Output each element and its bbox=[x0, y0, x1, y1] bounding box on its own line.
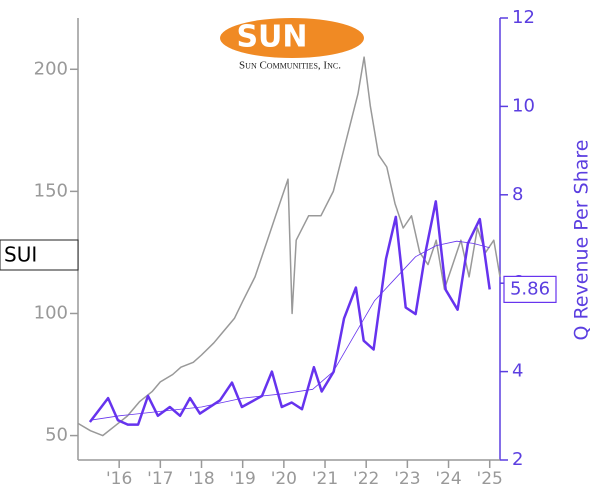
x-tick-label: '21 bbox=[312, 469, 338, 489]
series-line bbox=[90, 240, 490, 421]
series-line bbox=[88, 200, 491, 426]
x-tick-label: '16 bbox=[106, 469, 132, 489]
logo-name: SUN bbox=[236, 20, 307, 55]
x-tick-label: '23 bbox=[394, 469, 420, 489]
y2-tick-label: 10 bbox=[512, 95, 535, 116]
y-tick-label: 150 bbox=[34, 180, 68, 201]
ticker-box bbox=[0, 239, 79, 271]
y2-tick-label: 12 bbox=[512, 7, 535, 28]
x-tick-label: '25 bbox=[477, 469, 503, 489]
y2-axis-label: Q Revenue Per Share bbox=[571, 140, 593, 341]
y2-tick-label: 8 bbox=[512, 184, 523, 205]
x-tick-label: '24 bbox=[435, 469, 461, 489]
series-line bbox=[77, 56, 501, 437]
x-tick-label: '22 bbox=[353, 469, 379, 489]
y-tick-label: 50 bbox=[45, 425, 68, 446]
logo-subtitle: Sun Communities, Inc. bbox=[239, 60, 341, 72]
last-value-label: 5.86 bbox=[510, 278, 550, 299]
x-tick-label: '17 bbox=[147, 469, 173, 489]
y2-tick-label: 4 bbox=[512, 361, 523, 382]
logo-badge bbox=[220, 18, 364, 58]
x-tick-label: '20 bbox=[271, 469, 297, 489]
y2-tick-label: 2 bbox=[512, 449, 523, 470]
ticker: SUI bbox=[4, 243, 37, 267]
y-tick-label: 100 bbox=[34, 302, 68, 323]
x-tick-label: '18 bbox=[188, 469, 214, 489]
last-value-box bbox=[503, 275, 557, 303]
x-tick-label: '19 bbox=[230, 469, 256, 489]
y-tick-label: 200 bbox=[34, 58, 68, 79]
